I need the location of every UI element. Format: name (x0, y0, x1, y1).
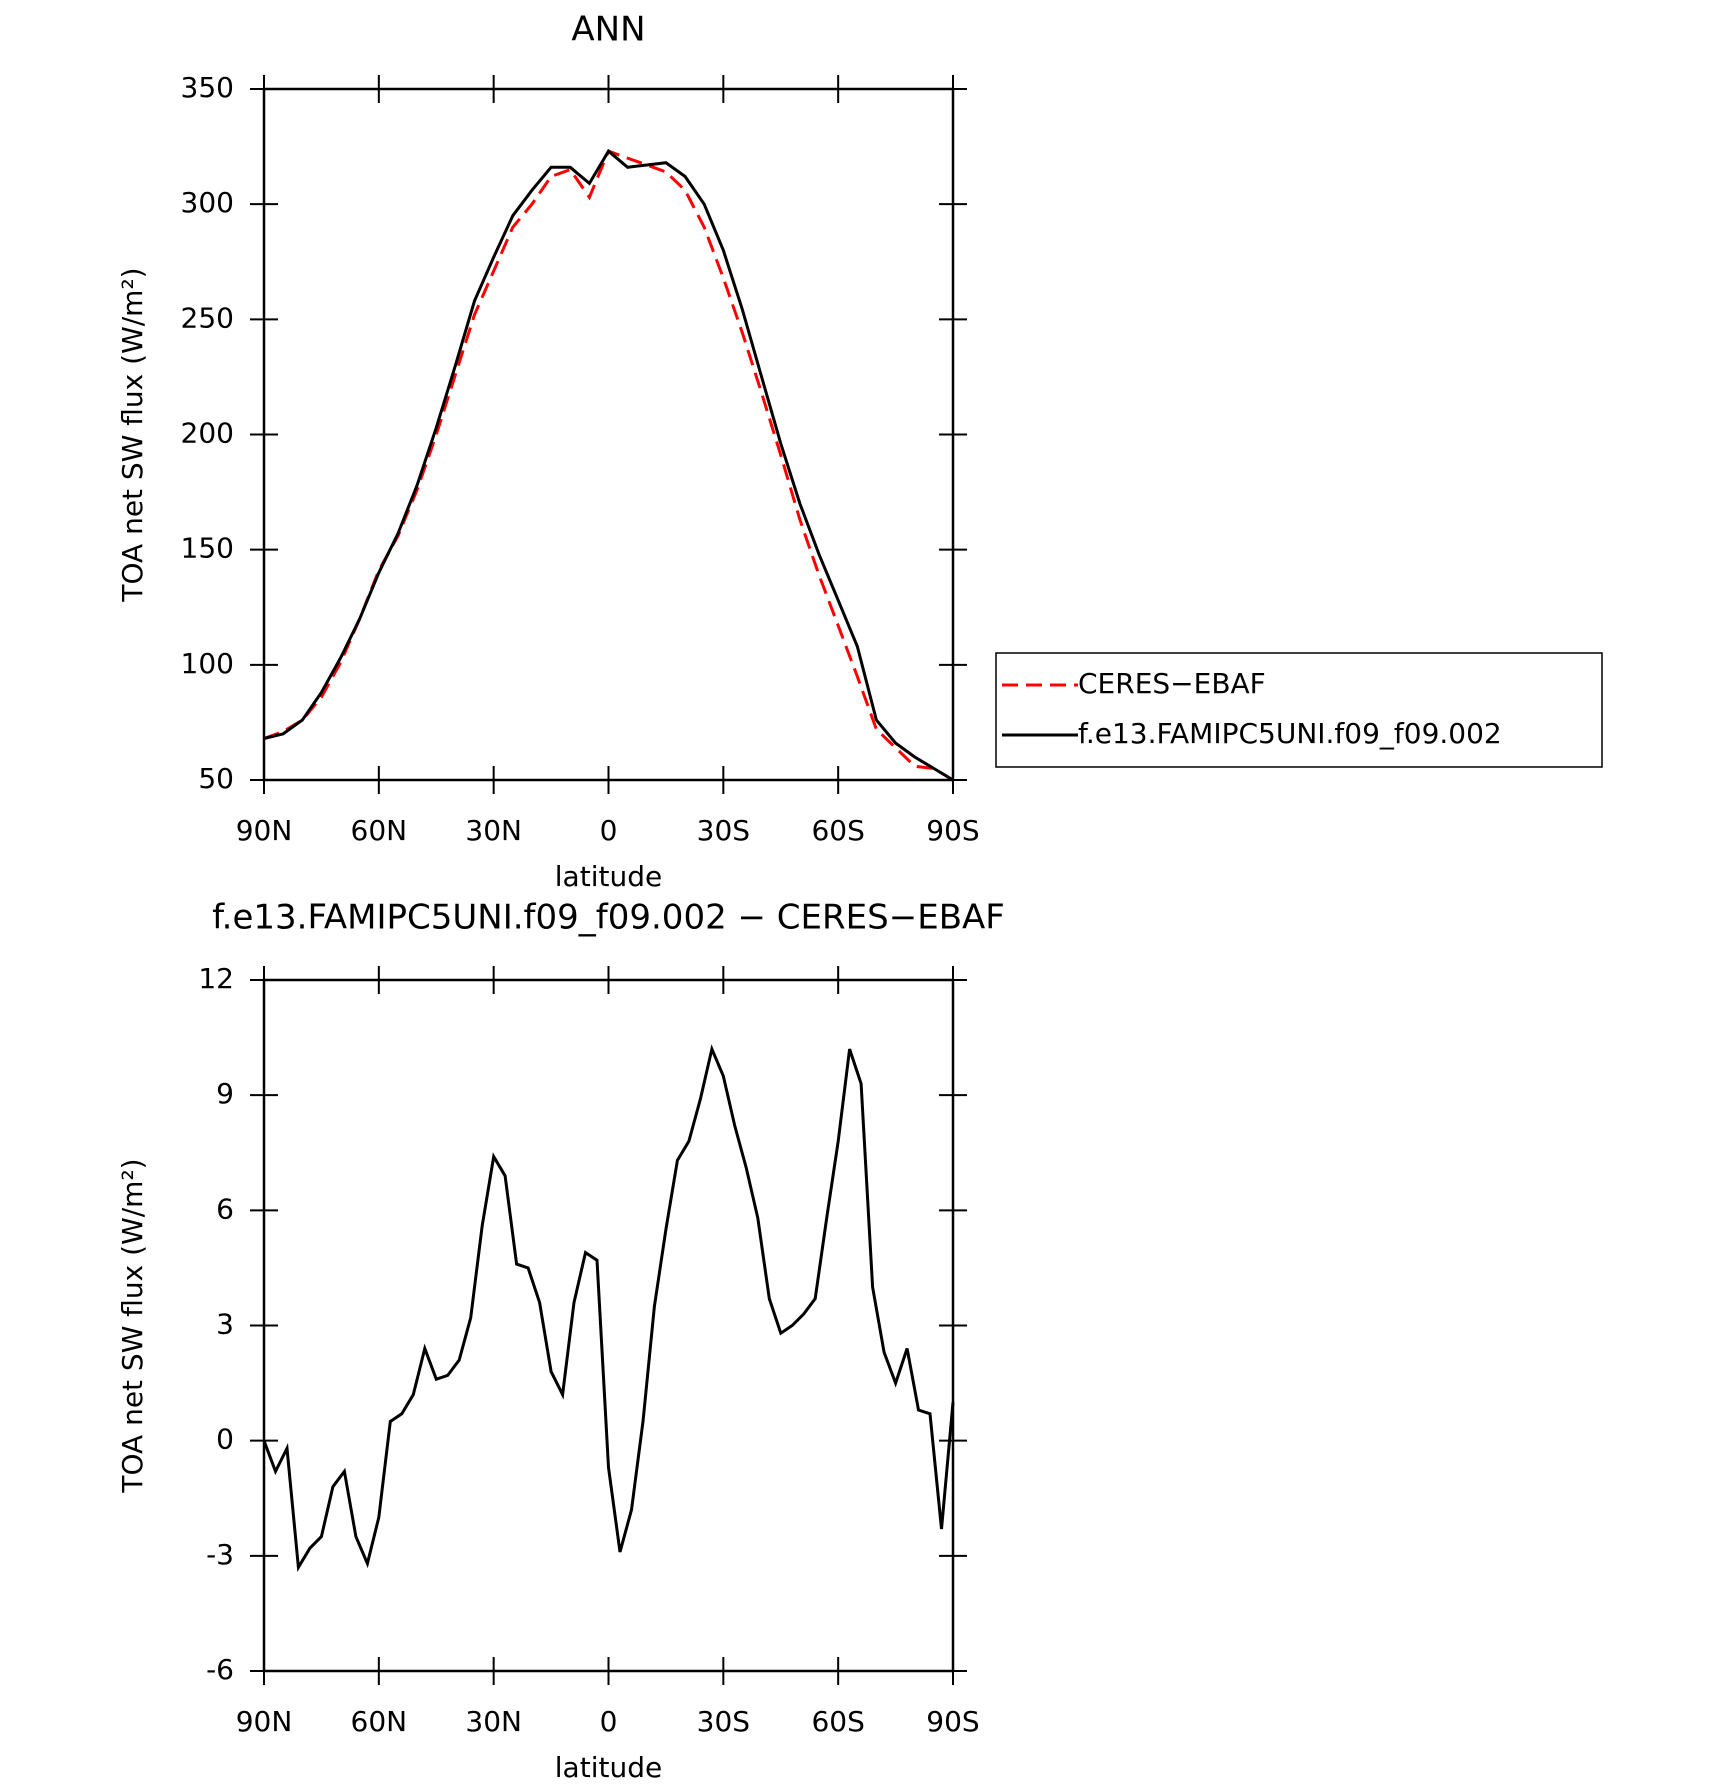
legend-label: CERES−EBAF (1078, 667, 1266, 700)
chart-title: ANN (571, 10, 645, 50)
y-tick-label: 50 (198, 762, 234, 795)
x-tick-label: 60N (351, 814, 408, 847)
y-tick-label: 350 (181, 71, 234, 104)
x-tick-label: 60N (351, 1705, 408, 1738)
y-tick-label: 12 (198, 962, 234, 995)
x-tick-label: 30S (697, 1705, 750, 1738)
x-tick-label: 90S (926, 1705, 979, 1738)
x-tick-label: 60S (811, 814, 864, 847)
x-tick-label: 0 (600, 814, 618, 847)
y-tick-label: 100 (181, 647, 234, 680)
x-tick-label: 90S (926, 814, 979, 847)
y-tick-label: 3 (216, 1308, 234, 1341)
y-tick-label: 200 (181, 417, 234, 450)
plot-frame (262, 87, 955, 782)
y-axis-label: TOA net SW flux (W/m²) (116, 267, 149, 602)
data-line (263, 149, 954, 782)
y-tick-label: -6 (206, 1653, 234, 1686)
x-axis-label: latitude (555, 860, 662, 893)
x-tick-label: 30N (465, 1705, 522, 1738)
x-tick-label: 90N (236, 1705, 293, 1738)
y-tick-label: 250 (181, 301, 234, 334)
legend-label: f.e13.FAMIPC5UNI.f09_f09.002 (1078, 717, 1502, 750)
x-tick-label: 0 (600, 1705, 618, 1738)
y-tick-label: 9 (216, 1077, 234, 1110)
x-axis-label: latitude (555, 1751, 662, 1784)
y-axis-label: TOA net SW flux (W/m²) (116, 1158, 149, 1493)
y-tick-label: -3 (206, 1538, 234, 1571)
y-tick-label: 6 (216, 1192, 234, 1225)
x-tick-label: 30N (465, 814, 522, 847)
legend-box (995, 652, 1603, 768)
chart-title: f.e13.FAMIPC5UNI.f09_f09.002 − CERES−EBA… (212, 898, 1005, 938)
data-line (262, 1044, 955, 1572)
x-tick-label: 30S (697, 814, 750, 847)
y-tick-label: 0 (216, 1423, 234, 1456)
plot-frame (262, 978, 955, 1673)
y-tick-label: 300 (181, 186, 234, 219)
y-tick-label: 150 (181, 532, 234, 565)
x-tick-label: 90N (236, 814, 293, 847)
data-line (263, 148, 954, 782)
x-tick-label: 60S (811, 1705, 864, 1738)
